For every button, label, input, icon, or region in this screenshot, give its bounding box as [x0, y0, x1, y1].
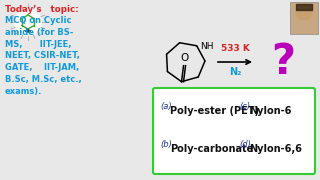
- Text: (b): (b): [160, 140, 172, 149]
- Text: (d): (d): [239, 140, 251, 149]
- Text: O: O: [180, 53, 189, 63]
- Text: NH: NH: [200, 42, 213, 51]
- Text: 533 K: 533 K: [220, 44, 249, 53]
- Text: (a): (a): [160, 102, 172, 111]
- Text: ?: ?: [271, 41, 295, 83]
- Text: Poly-carbonate: Poly-carbonate: [170, 144, 253, 154]
- Text: Today’s   topic:: Today’s topic:: [5, 5, 79, 14]
- Text: Poly-ester (PET): Poly-ester (PET): [170, 106, 259, 116]
- Text: N₂: N₂: [229, 67, 241, 77]
- Text: (c): (c): [239, 102, 250, 111]
- FancyBboxPatch shape: [153, 88, 315, 174]
- Text: Nylon-6: Nylon-6: [249, 106, 292, 116]
- Circle shape: [14, 8, 42, 36]
- Text: Nylon-6,6: Nylon-6,6: [249, 144, 302, 154]
- Text: MCQ on Cyclic
amide (for BS-
MS,      IIT-JEE,
NEET, CSIR-NET,
GATE,    IIT-JAM,: MCQ on Cyclic amide (for BS- MS, IIT-JEE…: [5, 16, 82, 96]
- Circle shape: [296, 4, 312, 20]
- FancyBboxPatch shape: [290, 2, 318, 34]
